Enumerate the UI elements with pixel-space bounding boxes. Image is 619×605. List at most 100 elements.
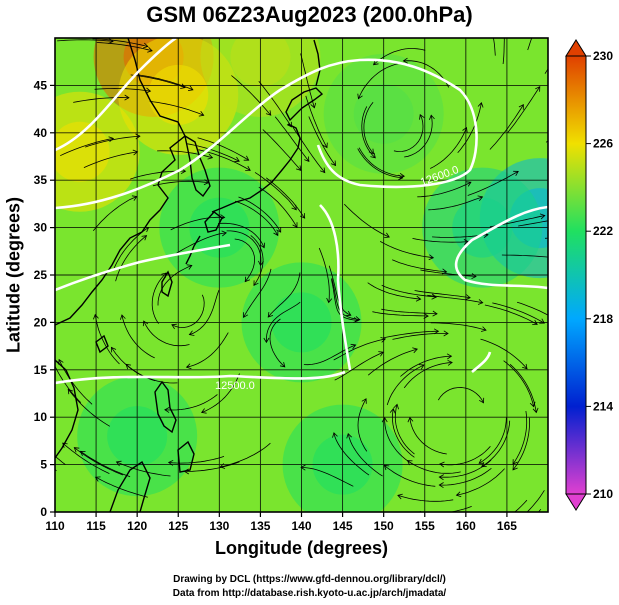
streamline-arrowhead [186,264,193,270]
streamline-arrowhead [477,195,484,202]
streamline-arrowhead [207,153,214,160]
streamline [363,101,374,154]
streamline-arrowhead [373,59,379,66]
streamline [234,238,256,282]
streamline-arrowhead [124,94,130,101]
streamline-arrowhead [203,179,210,186]
streamline [333,338,386,361]
height-contours [55,38,548,385]
colorbar-body [565,55,587,495]
streamline-arrowhead [234,156,240,163]
field-hotspot-core [55,121,110,182]
streamline-arrowhead [512,459,518,465]
streamline-arrowhead [532,407,539,414]
streamline [407,460,461,474]
streamline [414,290,471,299]
streamline-arrowhead [187,85,194,91]
streamline-arrowhead [259,242,266,249]
streamline-arrowhead [354,316,361,322]
streamline-arrowhead [292,222,298,228]
streamline [392,259,447,273]
streamline-arrowhead [573,29,578,34]
streamline [456,468,505,496]
y-axis-label: Latitude (degrees) [3,196,24,354]
streamline [130,74,186,88]
streamline [226,230,262,266]
streamline-arrowhead [532,319,538,325]
streamline-arrowhead [478,458,485,464]
contour-12600 [55,243,231,292]
streamline-arrowhead [50,356,55,361]
streamline-arrowhead [161,272,167,278]
streamline [265,177,306,219]
streamline-arrowhead [286,121,292,128]
streamline [347,433,383,477]
streamline-arrowhead [326,297,333,304]
streamline [400,355,452,377]
streamline [238,196,282,233]
streamline [274,116,310,162]
chart-title: GSM 06Z23Aug2023 (200.0hPa) [146,2,473,27]
y-tick-label: 20 [34,315,48,329]
drawing-credit: Drawing by DCL (https://www.gfd-dennou.o… [173,574,446,585]
streamline [331,279,359,321]
streamline-arrowhead [18,431,23,436]
streamline-arrowhead [397,493,403,500]
coast-hainan [95,334,109,354]
colorbar-tick-label: 210 [593,487,613,501]
streamline [300,53,315,108]
streamline-arrowhead [428,254,435,261]
streamline [262,129,302,171]
coast-luzon [154,380,177,434]
streamline [467,171,519,196]
streamline [83,151,138,168]
streamline [67,389,111,427]
colorbar-tick-label: 222 [593,224,613,238]
y-tick-label: 40 [34,126,48,140]
streamline-arrowhead [471,273,477,280]
streamline-arrowhead [258,260,264,267]
streamline-arrowhead [438,474,444,481]
streamline [139,74,194,91]
streamline-arrowhead [522,363,528,370]
streamline-arrowhead [539,213,546,220]
streamline [481,420,511,468]
streamline-arrowhead [412,347,418,354]
streamline [403,362,453,389]
streamline [409,417,447,455]
streamline-arrowhead [310,102,317,109]
streamline [367,348,418,376]
streamline-arrowhead [93,313,99,320]
colorbar: 210 214 218 222 226 230 [565,39,613,511]
streamline [201,373,240,413]
streamline [57,39,114,42]
streamline-arrowhead [513,170,519,176]
streamline-arrowhead [164,407,170,413]
streamline-arrowhead [147,47,153,53]
streamline [397,494,454,502]
streamline [198,149,251,171]
streamline [333,432,370,476]
streamline [478,417,507,464]
streamline [480,338,528,370]
streamline [170,216,225,231]
streamline-arrowhead [332,432,338,438]
coast-borneo [109,460,151,512]
streamline [357,398,368,452]
streamline [92,196,137,232]
streamline [292,126,326,173]
streamline-arrowhead [443,330,449,337]
streamline-arrowhead [415,295,422,302]
streamline-arrowhead [115,460,122,467]
streamline-arrowhead [482,1,487,6]
streamline [95,476,148,498]
streamline [439,459,492,478]
streamline [427,294,483,304]
x-tick-label: 115 [86,519,106,533]
contour-12500 [55,370,346,385]
temperature-field [55,38,548,512]
streamline [318,247,330,303]
streamline-arrowhead [535,86,541,92]
streamline [420,269,477,277]
streamline [489,104,524,150]
